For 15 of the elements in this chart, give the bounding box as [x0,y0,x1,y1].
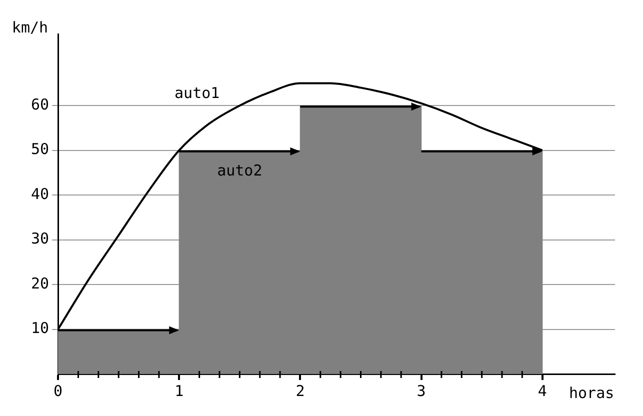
x-tick-label: 2 [296,382,305,400]
y-tick-label: 60 [31,95,50,114]
y-tick-label: 10 [31,319,50,338]
y-tick-label: 40 [31,184,50,203]
series-label: auto1 [174,84,220,102]
y-tick-label: 20 [31,274,50,292]
x-tick-label: 1 [174,382,184,400]
y-axis-title: km/h [12,18,48,36]
x-tick-label: 4 [538,382,547,400]
y-tick-label: 30 [31,230,50,248]
y-tick-label: 50 [31,140,50,158]
x-tick-label: 0 [54,382,63,400]
x-tick-label: 3 [416,382,426,400]
series-label: auto2 [217,162,262,180]
x-axis-title: horas [569,384,614,402]
